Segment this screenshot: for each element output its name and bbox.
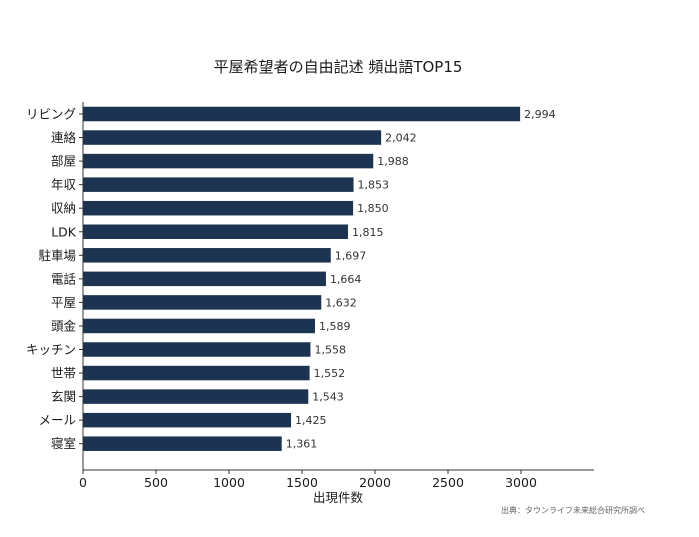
- category-label: 電話: [51, 271, 76, 286]
- value-label: 1,815: [352, 226, 384, 239]
- bar-2: [83, 130, 382, 145]
- bar-12: [83, 365, 310, 381]
- x-tick-label: 1500: [286, 475, 318, 490]
- value-label: 1,558: [314, 344, 346, 357]
- category-label: 頭金: [51, 318, 77, 333]
- category-label: キッチン: [26, 342, 76, 357]
- value-label: 1,850: [357, 202, 389, 215]
- category-label: 駐車場: [38, 248, 76, 263]
- category-label: メール: [38, 413, 76, 428]
- value-label: 2,042: [385, 132, 417, 145]
- x-tick-label: 0: [79, 475, 87, 490]
- x-axis: 0 500 1000 1500 2000 2500 3000: [79, 102, 594, 490]
- category-label: 玄関: [51, 389, 76, 404]
- bars-layer: リビング 2,994 連絡 2,042 部屋 1,988 年収 1,853 収納 1,850 LDK…: [26, 107, 556, 452]
- category-label: 連絡: [51, 130, 77, 145]
- value-label: 1,589: [319, 320, 351, 333]
- bar-10: [83, 318, 315, 334]
- value-label: 1,552: [314, 367, 346, 380]
- bar-6: [83, 224, 348, 239]
- category-label: LDK: [51, 224, 77, 239]
- category-label: 年収: [51, 177, 77, 192]
- value-label: 1,632: [325, 296, 357, 309]
- category-label: 世帯: [51, 366, 76, 381]
- x-tick-label: 3000: [505, 475, 537, 490]
- value-label: 1,697: [335, 249, 367, 262]
- category-label: 収納: [51, 201, 76, 216]
- x-tick-label: 2000: [359, 475, 391, 490]
- value-label: 1,853: [358, 179, 390, 192]
- value-label: 2,994: [524, 108, 556, 121]
- bar-14: [83, 412, 292, 428]
- bar-9: [83, 295, 322, 310]
- bar-7: [83, 248, 331, 263]
- category-label: 部屋: [51, 154, 76, 169]
- bar-3: [83, 153, 374, 169]
- value-label: 1,543: [312, 391, 344, 404]
- value-label: 1,664: [330, 273, 362, 286]
- bar-5: [83, 200, 354, 216]
- bar-15: [83, 436, 282, 451]
- category-label: 寝室: [51, 436, 76, 451]
- x-tick-label: 2500: [432, 475, 464, 490]
- value-label: 1,425: [295, 414, 327, 427]
- source-note: 出典：タウンライフ未来総合研究所調べ: [501, 505, 645, 515]
- chart-title: 平屋希望者の自由記述 頻出語TOP15: [214, 58, 463, 76]
- value-label: 1,988: [377, 155, 409, 168]
- category-label: リビング: [26, 107, 76, 122]
- bar-1: [83, 106, 521, 122]
- value-label: 1,361: [286, 438, 318, 451]
- bar-11: [83, 342, 311, 357]
- x-axis-title: 出現件数: [313, 490, 364, 505]
- bar-8: [83, 271, 326, 287]
- x-tick-label: 1000: [213, 475, 245, 490]
- category-label: 平屋: [51, 295, 76, 310]
- x-tick-label: 500: [144, 475, 168, 490]
- bar-13: [83, 389, 309, 404]
- bar-4: [83, 177, 354, 192]
